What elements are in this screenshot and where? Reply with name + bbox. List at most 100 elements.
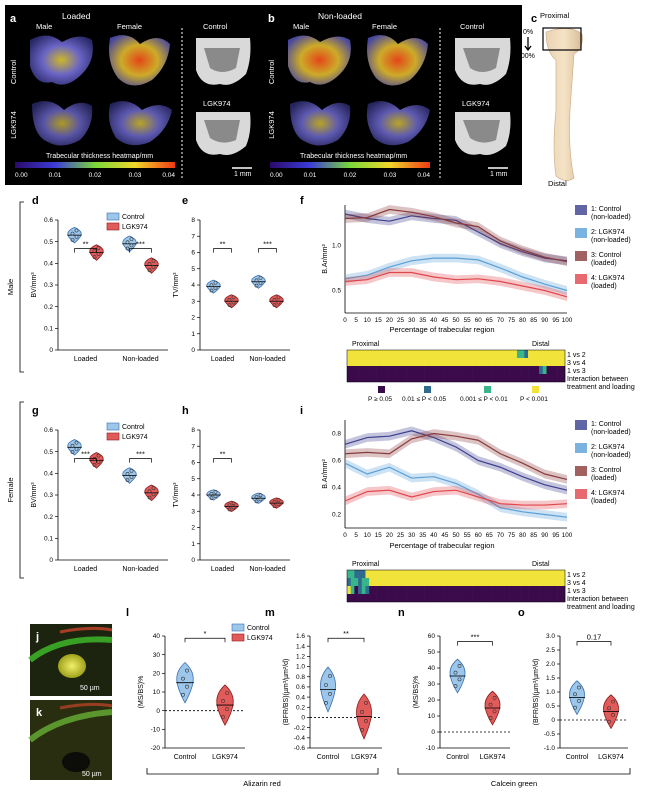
heatmap-cell <box>509 578 514 586</box>
legend-note: (non-loaded) <box>591 452 631 459</box>
heatmap-cell <box>465 350 470 358</box>
heatmap-cell <box>505 350 510 358</box>
heatmap-cell <box>372 374 377 382</box>
heatmap-cell <box>539 578 544 586</box>
heatmap-cell <box>524 594 529 602</box>
heatmap-cell <box>409 594 414 602</box>
heatmap-cell <box>450 358 455 366</box>
colorbar-tick: 0.03 <box>384 172 397 179</box>
heatmap-cell <box>395 358 400 366</box>
heatmap-b-male-control <box>288 35 351 85</box>
heatmap-cell <box>531 358 536 366</box>
heatmap-cell <box>528 578 533 586</box>
heatmap-cell <box>542 586 547 594</box>
heatmap-cell <box>391 350 396 358</box>
heatmap-cell <box>431 350 436 358</box>
heatmap-cell <box>524 586 529 594</box>
data-point <box>125 246 130 251</box>
heatmap-cell <box>542 374 547 382</box>
chart-i-bar-line: 0.2 0.4 0.6 0.8 B.Ar/mm² 0 5 10 15 20 25 30 35 40 45 50… <box>322 420 631 539</box>
heatmap-cell <box>446 358 451 366</box>
colorbar-tick: 0.01 <box>304 172 317 179</box>
panel-b-background <box>263 5 522 185</box>
heatmap-cell <box>376 366 381 374</box>
heatmap-cell <box>505 594 510 602</box>
data-point <box>221 715 225 720</box>
panel-b-col-control: Control <box>460 22 485 31</box>
heatmap-cell <box>524 578 529 586</box>
y-axis-title: B.Ar/mm² <box>322 244 329 274</box>
data-point <box>227 303 232 308</box>
x-tick-label: 70 <box>497 317 505 324</box>
heatmap-cell <box>494 578 499 586</box>
legend-p-01: 0.001 ≤ P < 0.01 <box>460 396 508 403</box>
heatmap-cell <box>509 594 514 602</box>
data-point <box>611 713 615 717</box>
heatmap-cell <box>465 366 470 374</box>
heatmap-cell <box>347 586 351 594</box>
heatmap-cell <box>546 366 551 374</box>
y-tick-label: 7 <box>191 443 195 450</box>
chart-m-bfr-bs-alizarin: -0.6 -0.4 -0.2 0 0.2 0.4 0.6 0.8 1.0 1.2 1.4 1.6 (BF… <box>283 629 382 761</box>
heatmap-cell <box>365 578 370 586</box>
panel-a-scale-label: 1 mm <box>234 171 252 178</box>
heatmap-cell <box>372 570 377 578</box>
heatmap-f-proximal: Proximal <box>352 341 380 348</box>
heatmap-cell <box>354 586 359 594</box>
y-tick-label: 0 <box>551 717 555 724</box>
heatmap-cell <box>354 570 359 578</box>
heatmap-cell <box>505 358 510 366</box>
heatmap-cell <box>457 374 462 382</box>
heatmap-border <box>346 569 566 603</box>
heatmap-cell <box>461 350 466 358</box>
heatmap-cell <box>376 350 381 358</box>
heatmap-cell <box>354 358 359 366</box>
panel-i-letter: i <box>300 405 303 417</box>
data-point <box>492 696 497 700</box>
heatmap-cell <box>365 358 370 366</box>
legend-p-ns: P ≥ 0.05 <box>368 396 392 403</box>
heatmap-cell <box>483 366 488 374</box>
data-point <box>185 668 189 673</box>
significance-label: ** <box>83 240 89 249</box>
data-point <box>125 472 130 476</box>
heatmap-cell <box>454 366 459 374</box>
heatmap-cell <box>520 366 525 374</box>
heatmap-cell <box>387 358 392 366</box>
x-tick-label: 15 <box>375 532 383 539</box>
heatmap-f-row3: 1 vs 3 <box>567 368 586 375</box>
heatmap-cell <box>406 586 411 594</box>
heatmap-cell <box>494 350 499 358</box>
data-point <box>227 503 232 508</box>
heatmap-cell <box>376 570 381 578</box>
series-line <box>344 430 568 491</box>
heatmap-cell <box>391 578 396 586</box>
alizarin-bracket <box>146 768 379 775</box>
heatmap-cell <box>435 570 440 578</box>
heatmap-cell <box>557 358 562 366</box>
panel-b-col-male: Male <box>293 22 309 31</box>
heatmap-cell <box>535 586 540 594</box>
heatmap-cell <box>376 358 381 366</box>
y-tick-label: -10 <box>151 727 161 734</box>
x-tick-label: 80 <box>519 317 527 324</box>
heatmap-cell <box>409 570 414 578</box>
heatmap-cell <box>513 350 518 358</box>
heatmap-cell <box>380 578 385 586</box>
series-band <box>345 209 567 266</box>
y-tick-label: 6 <box>191 250 195 257</box>
heatmap-cell <box>409 366 414 374</box>
heatmap-i-distal: Distal <box>532 561 550 568</box>
heatmap-cell <box>439 586 444 594</box>
heatmap-cell <box>365 570 370 578</box>
data-point <box>360 727 364 732</box>
significance-label: ** <box>220 450 226 459</box>
panel-b-colorbar-ticks: 0.00 0.01 0.02 0.03 0.04 <box>270 172 430 179</box>
heatmap-cell <box>413 350 418 358</box>
heatmap-cell <box>509 358 514 366</box>
heatmap-cell <box>428 594 433 602</box>
heatmap-cell <box>372 358 377 366</box>
legend-swatch <box>106 212 120 221</box>
x-tick-label: 100 <box>562 532 573 539</box>
data-point <box>254 495 259 500</box>
